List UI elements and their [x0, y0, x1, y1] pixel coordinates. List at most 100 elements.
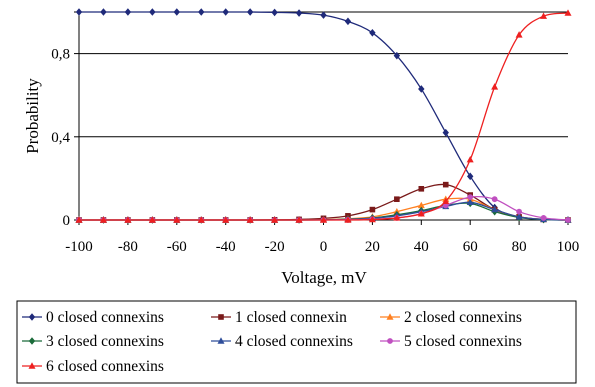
x-axis-title: Voltage, mV: [281, 268, 367, 287]
legend-label-5: 5 closed connexins: [404, 333, 522, 350]
series-6-point-15: [442, 197, 450, 204]
legend-label-6: 6 closed connexins: [46, 358, 164, 375]
legend-marker-4: [217, 337, 225, 344]
series-0-point-12: [369, 29, 376, 37]
series-0-point-15: [442, 128, 449, 137]
series-layer: [75, 8, 572, 224]
legend-label-4: 4 closed connexins: [235, 333, 353, 350]
series-6-point-18: [515, 31, 523, 38]
legend-marker-6: [28, 362, 36, 369]
series-0-point-3: [149, 8, 156, 16]
series-0-point-8: [271, 8, 278, 17]
y-tick-label-0: 0: [63, 213, 71, 229]
series-6-point-14: [417, 210, 425, 217]
series-5-point-15: [442, 202, 449, 209]
legend-item-0: 0 closed connexins: [22, 309, 164, 326]
legend-label-3: 3 closed connexins: [46, 333, 164, 350]
x-tick-label-8: 60: [463, 239, 478, 255]
legend-marker-3: [28, 337, 36, 345]
legend: 0 closed connexins 1 closed connexin 2 clo…: [16, 300, 577, 384]
legend-marker-2: [386, 313, 394, 320]
series-6-point-17: [491, 83, 499, 90]
series-6-point-2: [124, 216, 132, 223]
legend-label-0: 0 closed connexins: [46, 309, 164, 326]
x-tick-label-5: 0: [320, 239, 328, 255]
x-tick-label-2: -60: [167, 239, 187, 255]
series-1-point-15: [442, 181, 449, 188]
series-4-point-18: [515, 213, 523, 220]
legend-box: [16, 300, 577, 384]
series-5-point-20: [565, 217, 571, 223]
x-tick-label-0: -100: [65, 239, 93, 255]
series-6-point-19: [540, 12, 548, 19]
series-5-point-16: [467, 194, 474, 201]
legend-item-6: 6 closed connexins: [22, 358, 164, 375]
series-0-point-6: [222, 8, 229, 16]
series-6-point-1: [99, 216, 107, 223]
series-6-point-16: [466, 155, 474, 163]
legend-marker-1: [218, 314, 224, 320]
x-tick-label-1: -80: [118, 239, 138, 255]
series-0-point-2: [124, 8, 132, 16]
y-tick-label-2: 0,8: [51, 47, 70, 63]
series-6: [75, 9, 572, 223]
series-line-0: [78, 11, 569, 221]
series-1-point-14: [418, 186, 425, 192]
legend-marker-0: [28, 313, 36, 321]
series-5-point-17: [491, 196, 498, 203]
legend-label-1: 1 closed connexin: [235, 309, 347, 326]
series-6-point-8: [271, 216, 279, 223]
series-5-point-18: [516, 208, 522, 215]
series-0: [75, 8, 572, 224]
series-6-point-5: [197, 216, 205, 223]
series-line-6: [79, 12, 569, 221]
series-0-point-13: [393, 51, 401, 60]
series-6-point-7: [246, 216, 254, 223]
series-6-point-9: [295, 216, 303, 223]
legend-item-4: 4 closed connexins: [211, 333, 353, 350]
x-tick-label-7: 40: [414, 239, 429, 255]
legend-item-1: 1 closed connexin: [211, 309, 347, 326]
series-4-point-17: [491, 205, 499, 213]
legend-marker-5: [387, 338, 393, 344]
legend-item-5: 5 closed connexins: [380, 333, 522, 350]
series-6-point-20: [564, 9, 572, 16]
series-0-point-4: [173, 8, 180, 16]
legend-label-2: 2 closed connexins: [404, 309, 522, 326]
series-2-point-14: [417, 201, 425, 209]
series-0-point-10: [320, 11, 327, 19]
series-0-point-0: [75, 8, 83, 16]
series-1-point-13: [394, 196, 400, 202]
series-0-point-1: [100, 8, 107, 16]
series-6-point-0: [75, 216, 83, 223]
x-tick-label-9: 80: [512, 239, 527, 255]
series-0-point-16: [467, 172, 474, 181]
gridlines: [79, 11, 568, 138]
y-axis-title: Probability: [23, 78, 42, 154]
series-6-point-10: [320, 216, 327, 223]
legend-item-3: 3 closed connexins: [22, 333, 164, 350]
series-6-point-3: [148, 216, 156, 223]
series-0-point-9: [295, 9, 303, 17]
y-tick-label-1: 0,4: [51, 130, 70, 146]
series-6-point-12: [368, 215, 376, 223]
x-tick-label-10: 100: [557, 239, 580, 255]
tick-labels: 0 0,4 0,8 -100 -80 -60 -40 -20 0 20 40 60 80 100: [51, 47, 579, 255]
x-tick-label-3: -40: [216, 239, 236, 255]
legend-item-2: 2 closed connexins: [380, 309, 522, 326]
series-6-point-13: [393, 214, 401, 221]
series-6-point-6: [222, 216, 230, 223]
series-1-point-12: [369, 206, 376, 213]
series-0-point-5: [198, 8, 205, 16]
series-0-point-14: [418, 85, 425, 93]
series-4-point-16: [466, 198, 474, 206]
series-6-point-4: [173, 216, 181, 223]
x-tick-label-6: 20: [365, 239, 380, 255]
x-tick-label-4: -20: [265, 239, 285, 255]
series-6-point-11: [344, 216, 352, 223]
series-0-point-7: [246, 8, 254, 16]
series-5-point-19: [540, 215, 547, 221]
series-0-point-11: [344, 17, 352, 26]
axes: [74, 11, 569, 225]
